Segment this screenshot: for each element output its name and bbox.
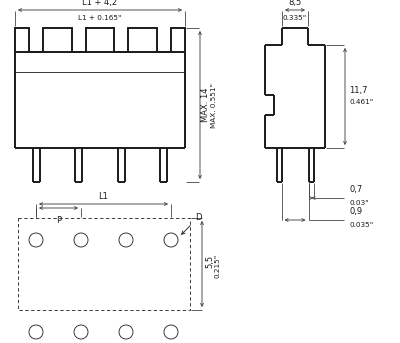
Text: 11,7: 11,7 [349,86,368,95]
Text: 0.03": 0.03" [349,200,369,206]
Text: 0.461": 0.461" [349,98,373,105]
Text: 0.335": 0.335" [283,15,307,21]
Text: 0,9: 0,9 [349,207,362,216]
Text: 5,5: 5,5 [206,255,214,268]
Text: 0.035": 0.035" [349,222,373,228]
Text: 0,7: 0,7 [349,185,362,194]
Text: D: D [182,213,202,234]
Text: 0.215": 0.215" [215,254,221,278]
Text: 8,5: 8,5 [288,0,302,7]
Text: MAX. 14: MAX. 14 [202,88,210,122]
Text: L1: L1 [98,192,108,201]
Text: L1 + 4,2: L1 + 4,2 [82,0,118,7]
Text: L1 + 0.165": L1 + 0.165" [78,15,122,21]
Text: MAX. 0.551": MAX. 0.551" [211,83,217,128]
Bar [18,218,190,310]
Text: P: P [56,216,61,225]
